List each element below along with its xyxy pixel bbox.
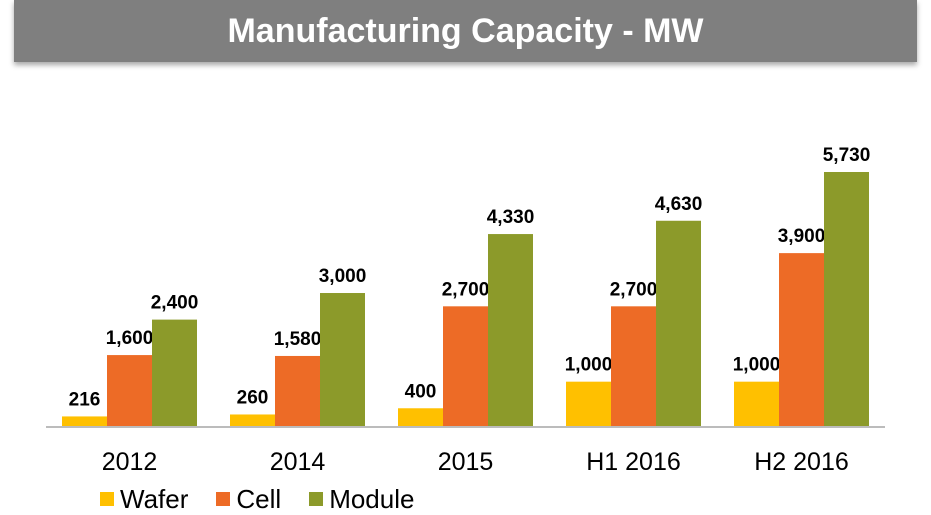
data-label-cell-h1-2016: 2,700 <box>610 279 658 300</box>
x-tick-label-h2-2016: H2 2016 <box>754 448 849 476</box>
bar-cell-2012 <box>107 355 152 426</box>
bar-module-2014 <box>320 293 365 426</box>
bar-module-2015 <box>488 234 533 426</box>
legend: Wafer Cell Module <box>100 484 414 514</box>
x-tick-label-2014: 2014 <box>270 448 326 476</box>
bar-cell-2015 <box>443 306 488 426</box>
legend-item-cell: Cell <box>216 484 281 515</box>
data-label-module-2015: 4,330 <box>487 207 535 228</box>
data-label-wafer-2015: 400 <box>405 381 437 402</box>
bar-wafer-h2-2016 <box>734 381 779 426</box>
data-label-module-2012: 2,400 <box>151 293 199 314</box>
bar-wafer-h1-2016 <box>566 381 611 426</box>
legend-swatch-module <box>309 492 324 506</box>
legend-swatch-cell <box>216 492 231 506</box>
chart-title: Manufacturing Capacity - MW <box>14 0 917 62</box>
data-label-module-h2-2016: 5,730 <box>823 145 871 166</box>
bar-cell-h1-2016 <box>611 306 656 426</box>
legend-label-wafer: Wafer <box>120 483 189 514</box>
bar-cell-h2-2016 <box>779 253 824 426</box>
legend-item-module: Module <box>309 484 414 515</box>
legend-item-wafer: Wafer <box>100 484 188 515</box>
bar-module-h1-2016 <box>656 220 701 426</box>
bar-wafer-2015 <box>398 408 443 426</box>
data-label-wafer-h2-2016: 1,000 <box>733 355 781 376</box>
bar-wafer-2012 <box>62 416 107 426</box>
data-label-wafer-2014: 260 <box>237 387 269 408</box>
bar-module-h2-2016 <box>824 172 869 426</box>
data-label-module-h1-2016: 4,630 <box>655 194 703 215</box>
x-tick-label-2015: 2015 <box>438 448 494 476</box>
x-tick-label-2012: 2012 <box>102 448 158 476</box>
legend-label-module: Module <box>329 483 415 514</box>
data-label-cell-2015: 2,700 <box>442 279 490 300</box>
legend-swatch-wafer <box>100 492 114 506</box>
data-label-cell-h2-2016: 3,900 <box>778 226 826 247</box>
legend-label-cell: Cell <box>236 483 282 514</box>
data-label-cell-2012: 1,600 <box>106 328 154 349</box>
bar-module-2012 <box>152 319 197 426</box>
data-label-wafer-2012: 216 <box>69 389 101 410</box>
data-label-module-2014: 3,000 <box>319 266 367 287</box>
data-label-cell-2014: 1,580 <box>274 329 322 350</box>
x-tick-label-h1-2016: H1 2016 <box>586 448 681 476</box>
bar-wafer-2014 <box>230 414 275 426</box>
data-label-wafer-h1-2016: 1,000 <box>565 355 613 376</box>
bar-cell-2014 <box>275 355 320 426</box>
